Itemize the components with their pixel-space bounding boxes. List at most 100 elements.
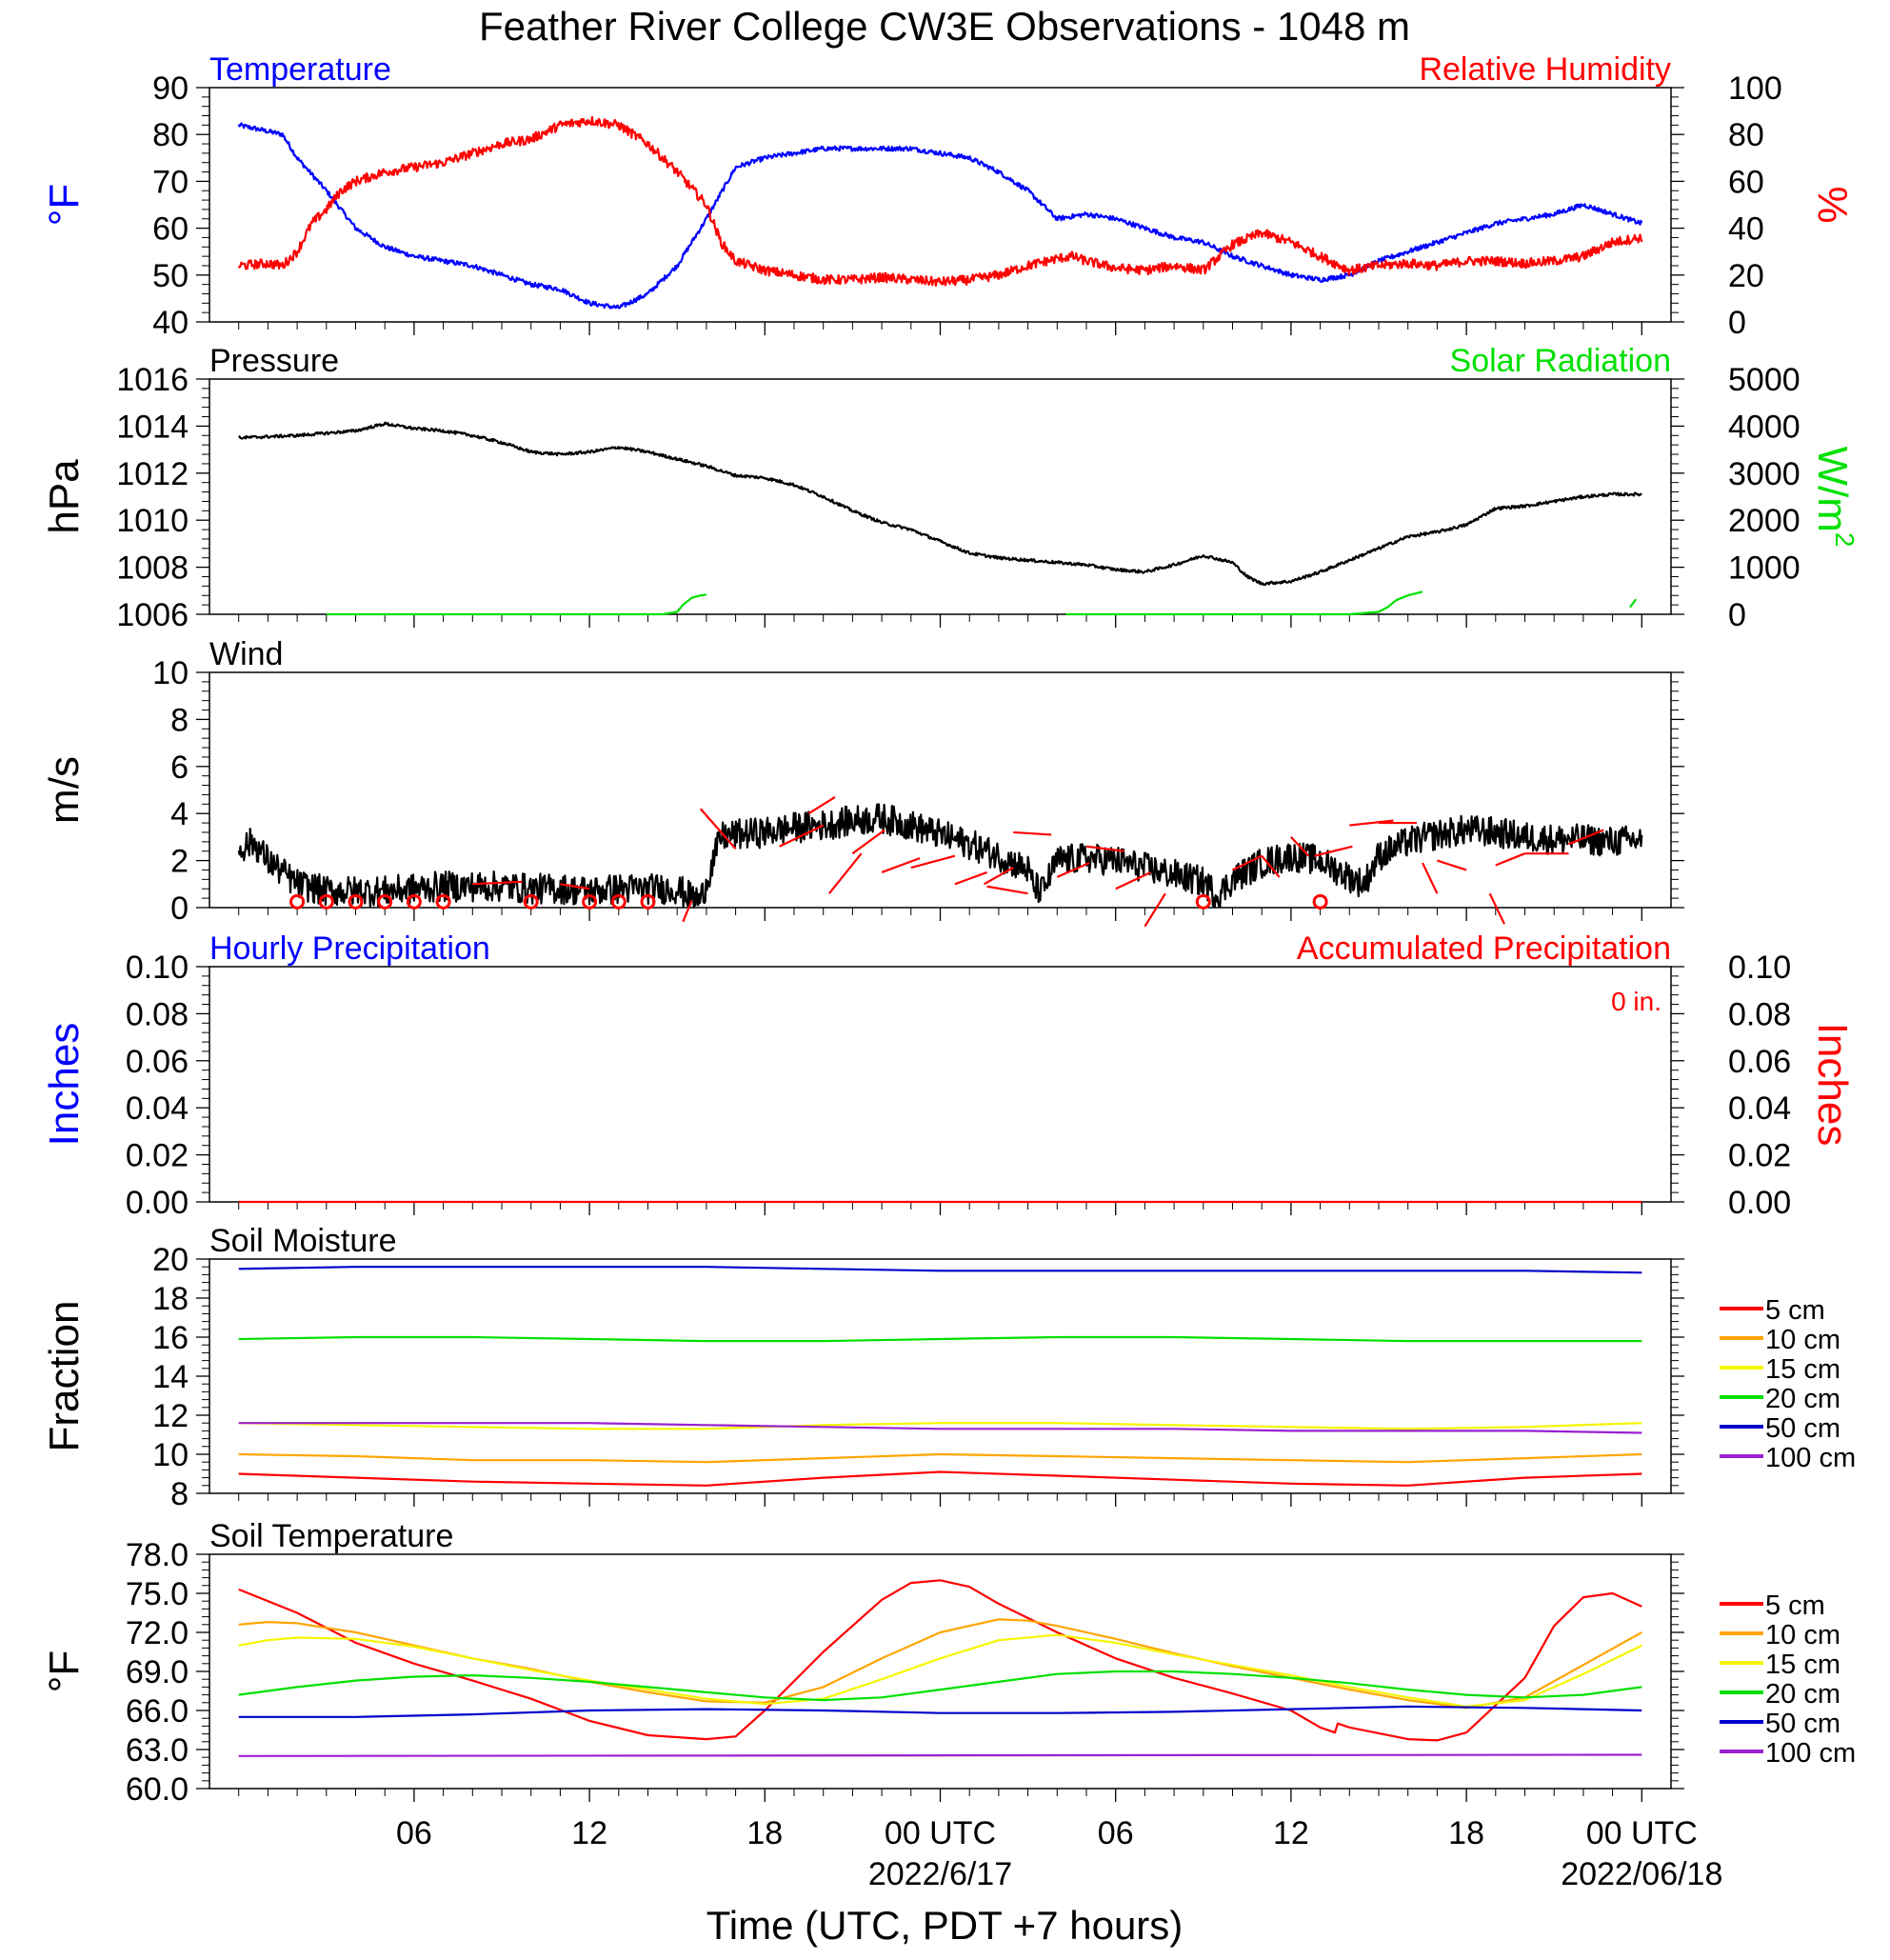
calm-wind-marker <box>289 893 306 910</box>
y-tick-label: 50 <box>152 258 189 294</box>
calm-wind-marker <box>406 893 422 910</box>
panel-pressure-solar: 1006 1008 1010 1012 1014 1016 0 1000 2000 3000 400… <box>41 343 1860 633</box>
wind-barb <box>1144 892 1166 928</box>
panel-right-title: Accumulated Precipitation <box>1297 930 1671 967</box>
panel-right-title: Solar Radiation <box>1450 343 1671 379</box>
panel-right-title: Relative Humidity <box>1419 51 1671 88</box>
y-tick-label: 14 <box>152 1359 189 1395</box>
y-tick-label: 60.0 <box>126 1771 189 1808</box>
wind-barb <box>1314 845 1353 857</box>
panel-left-title: Wind <box>209 636 283 672</box>
y-tick-label: 69.0 <box>126 1654 189 1690</box>
y-tick-label: 8 <box>170 702 189 738</box>
calm-wind-marker <box>640 893 656 910</box>
series-temperature <box>237 122 1643 310</box>
wind-barb <box>1488 892 1506 925</box>
wind-barb <box>807 795 836 815</box>
wind-barb <box>472 880 523 886</box>
y2-axis-label: % <box>1809 186 1856 223</box>
series-sm-100cm <box>238 1422 1642 1434</box>
y-tick-label: 63.0 <box>126 1732 189 1769</box>
wind-barb <box>986 885 1028 895</box>
data-layer <box>237 421 1642 616</box>
legend-label: 100 cm <box>1765 1738 1856 1769</box>
legend-label: 15 cm <box>1765 1650 1840 1680</box>
y-tick-label: 6 <box>170 750 189 786</box>
x-tick-label: 00 UTC <box>885 1815 996 1851</box>
wind-barb <box>984 867 1014 886</box>
legend-label: 20 cm <box>1765 1384 1840 1414</box>
calm-wind-marker <box>377 893 393 910</box>
wind-barb <box>1261 854 1281 878</box>
y-tick-label: 0 <box>170 890 189 927</box>
y-axis-label: °F <box>41 1650 88 1692</box>
wind-barb <box>1437 859 1467 871</box>
y2-tick-label: 100 <box>1728 70 1782 107</box>
series-relative-humidity <box>237 115 1643 288</box>
calm-wind-marker <box>435 893 451 910</box>
calm-wind-marker <box>582 893 598 910</box>
precip-annotation: 0 in. <box>1611 987 1661 1016</box>
x-tick-label: 12 <box>571 1815 607 1851</box>
y-tick-label: 70 <box>152 164 189 200</box>
panel-temp-rh: 40 50 60 70 80 90 0 20 40 60 80 100 Temperature Relat… <box>41 51 1856 341</box>
legend-label: 10 cm <box>1765 1325 1840 1355</box>
series-st-20cm <box>238 1670 1642 1702</box>
wind-barb <box>1115 870 1152 890</box>
data-layer <box>238 1266 1642 1487</box>
wind-barb <box>1568 829 1604 846</box>
calm-wind-marker <box>610 893 627 910</box>
y-tick-label: 8 <box>170 1476 189 1512</box>
plot-frame <box>209 87 1672 323</box>
y-tick-label: 40 <box>152 305 189 341</box>
series-sm-50cm <box>238 1266 1642 1274</box>
y-tick-label: 20 <box>152 1242 189 1278</box>
x-date-label: 2022/06/18 <box>1561 1856 1722 1892</box>
y-tick-label: 2 <box>170 844 189 880</box>
y-tick-label: 1008 <box>116 550 189 587</box>
series-st-10cm <box>238 1618 1642 1710</box>
series-sm-5cm <box>238 1470 1642 1487</box>
legend-label: 100 cm <box>1765 1443 1856 1473</box>
wind-barb <box>851 829 885 855</box>
legend-label: 50 cm <box>1765 1413 1840 1444</box>
y2-tick-label: 0.04 <box>1728 1090 1791 1127</box>
series-sm-20cm <box>238 1335 1642 1343</box>
y2-tick-label: 0.06 <box>1728 1044 1791 1080</box>
y-tick-label: 1006 <box>116 597 189 633</box>
y-tick-label: 18 <box>152 1281 189 1317</box>
x-axis-label: Time (UTC, PDT +7 hours) <box>706 1903 1184 1948</box>
panel-left-title: Pressure <box>209 343 339 379</box>
wind-barb <box>910 854 956 870</box>
wind-barb <box>1085 845 1125 852</box>
data-layer <box>237 115 1643 310</box>
wind-barb <box>1290 836 1310 857</box>
y-tick-label: 0.00 <box>126 1185 189 1221</box>
y2-tick-label: 2000 <box>1728 503 1800 539</box>
x-tick-label: 06 <box>396 1815 432 1851</box>
y-tick-label: 72.0 <box>126 1615 189 1651</box>
y2-tick-label: 1000 <box>1728 550 1800 587</box>
calm-wind-marker <box>1195 893 1211 910</box>
legend-label: 10 cm <box>1765 1620 1840 1650</box>
y-tick-label: 78.0 <box>126 1537 189 1573</box>
wind-barb <box>779 824 825 848</box>
series-solar-radiation <box>326 593 707 616</box>
y-tick-label: 1012 <box>116 456 189 492</box>
y2-tick-label: 0 <box>1728 597 1746 633</box>
calm-wind-marker <box>523 893 539 910</box>
y-axis-label: m/s <box>41 756 88 824</box>
data-layer <box>237 803 1643 910</box>
y-tick-label: 0.10 <box>126 950 189 986</box>
series-sm-15cm <box>238 1422 1642 1430</box>
y-tick-label: 90 <box>152 70 189 107</box>
y-tick-label: 80 <box>152 117 189 153</box>
series-solar-radiation <box>1629 598 1638 609</box>
y-tick-label: 12 <box>152 1398 189 1434</box>
y2-axis-label: W/m2 <box>1809 447 1860 548</box>
y-axis-label: Fraction <box>41 1301 88 1452</box>
y-tick-label: 1014 <box>116 409 189 445</box>
legend-label: 15 cm <box>1765 1354 1840 1385</box>
